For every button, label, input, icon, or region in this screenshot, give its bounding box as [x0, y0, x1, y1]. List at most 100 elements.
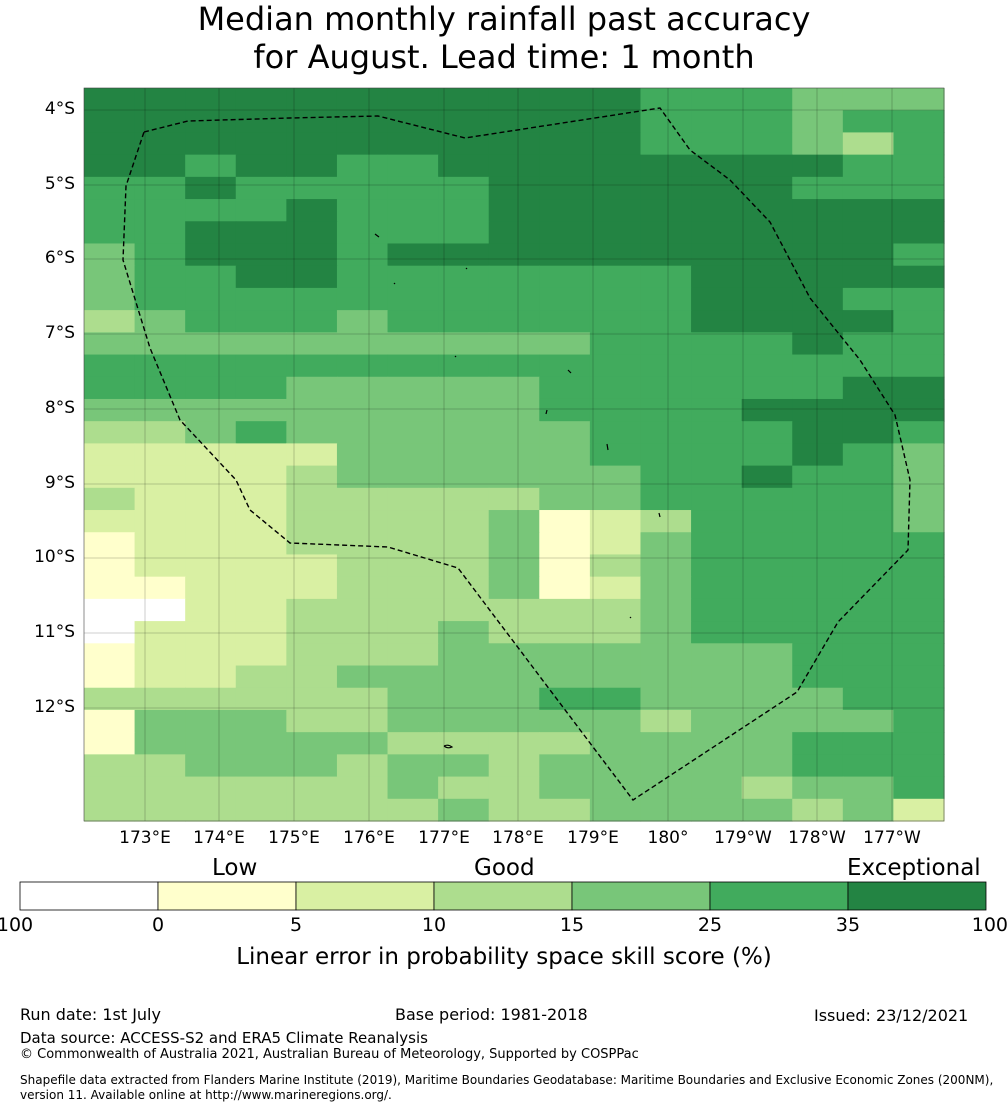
grid-cell	[438, 665, 490, 689]
grid-cell	[792, 88, 844, 111]
grid-cell	[286, 465, 338, 489]
grid-cell	[134, 199, 186, 222]
grid-cell	[640, 110, 692, 134]
grid-cell	[84, 376, 136, 400]
grid-cell	[640, 510, 692, 533]
grid-cell	[336, 732, 389, 755]
grid-cell	[842, 465, 895, 489]
grid-cell	[893, 687, 945, 711]
grid-cell	[488, 754, 540, 778]
map-title-line-2: for August. Lead time: 1 month	[253, 38, 755, 76]
grid-cell	[893, 398, 945, 422]
grid-cell	[792, 487, 844, 511]
grid-cell	[488, 687, 540, 711]
grid-cell	[589, 510, 642, 533]
grid-cell	[792, 554, 844, 578]
grid-cell	[539, 732, 591, 755]
island	[374, 233, 380, 238]
grid-cell	[84, 199, 136, 222]
grid-cell	[134, 709, 186, 733]
grid-cell	[893, 332, 945, 356]
grid-cell	[84, 532, 136, 556]
grid-cell	[691, 621, 743, 644]
grid-cell	[185, 687, 237, 711]
grid-cell	[741, 354, 793, 378]
grid-cell	[336, 443, 389, 467]
grid-cell	[336, 332, 389, 356]
grid-cell	[842, 776, 895, 800]
grid-cell	[792, 687, 844, 711]
grid-cell	[539, 621, 591, 644]
grid-cell	[286, 576, 338, 600]
grid-cell	[84, 643, 136, 667]
grid-cell	[589, 665, 642, 689]
grid-cell	[792, 443, 844, 467]
colorbar-tick-label: 35	[835, 914, 861, 936]
grid-cell	[640, 243, 692, 267]
grid-cell	[387, 287, 439, 311]
grid-cell	[842, 154, 895, 178]
longitude-label: 176°E	[343, 828, 395, 848]
grid-cell	[741, 221, 793, 245]
colorbar-title: Linear error in probability space skill …	[236, 944, 772, 970]
grid-cell	[842, 798, 895, 822]
grid-cell	[741, 709, 793, 733]
grid-cell	[134, 154, 186, 178]
grid-cell	[893, 287, 945, 311]
grid-cell	[539, 443, 591, 467]
grid-cell	[792, 287, 844, 311]
grid-cell	[286, 332, 338, 356]
grid-cell	[387, 687, 439, 711]
grid-cell	[691, 687, 743, 711]
grid-cell	[185, 598, 237, 622]
grid-cell	[640, 732, 692, 755]
grid-cell	[286, 176, 338, 200]
grid-cell	[589, 287, 642, 311]
grid-cell	[488, 576, 540, 600]
colorbar-category-exceptional: Exceptional	[847, 855, 981, 881]
grid-cell	[741, 443, 793, 467]
grid-cell	[134, 487, 186, 511]
grid-cell	[488, 287, 540, 311]
grid-cell	[640, 176, 692, 200]
grid-cell	[336, 798, 389, 822]
grid-cell	[589, 776, 642, 800]
grid-cell	[741, 199, 793, 222]
latitude-label: 5°S	[44, 174, 75, 194]
island	[629, 616, 632, 619]
grid-cell	[84, 465, 136, 489]
grid-cell	[792, 176, 844, 200]
grid-cell	[488, 709, 540, 733]
grid-cell	[286, 421, 338, 444]
grid-cell	[640, 421, 692, 444]
grid-cell	[640, 554, 692, 578]
longitude-label: 178°W	[788, 828, 846, 848]
grid-cell	[84, 176, 136, 200]
latitude-label: 10°S	[34, 547, 75, 567]
grid-cell	[539, 554, 591, 578]
grid-cell	[893, 798, 945, 822]
grid-cell	[640, 532, 692, 556]
grid-cell	[336, 776, 389, 800]
grid-cell	[893, 598, 945, 622]
grid-cell	[336, 665, 389, 689]
grid-cell	[387, 465, 439, 489]
grid-cell	[893, 421, 945, 444]
island	[443, 744, 454, 749]
island	[606, 443, 609, 451]
grid-cell	[336, 176, 389, 200]
grid-cell	[691, 776, 743, 800]
grid-cell	[134, 776, 186, 800]
grid-cell	[539, 709, 591, 733]
island	[545, 409, 548, 415]
longitude-label: 177°E	[418, 828, 470, 848]
grid-cell	[792, 776, 844, 800]
grid-cell	[185, 421, 237, 444]
grid-cell	[235, 354, 287, 378]
grid-cell	[741, 665, 793, 689]
grid-cell	[691, 598, 743, 622]
grid-cell	[640, 621, 692, 644]
grid-cell	[792, 199, 844, 222]
grid-cell	[235, 709, 287, 733]
grid-cell	[539, 510, 591, 533]
